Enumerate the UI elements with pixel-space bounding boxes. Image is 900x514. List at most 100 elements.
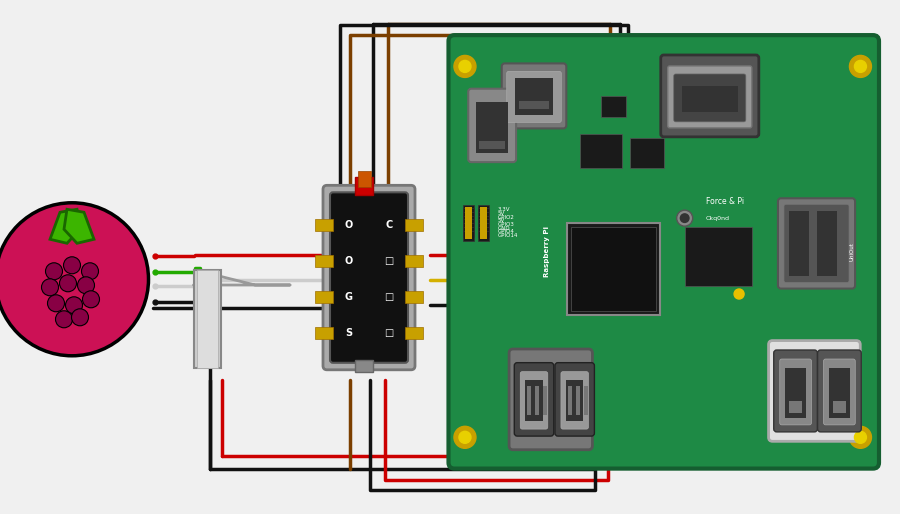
Text: GPIO4: GPIO4 <box>498 229 515 234</box>
Text: Raspberry Pi: Raspberry Pi <box>544 226 550 278</box>
Text: Force & Pi: Force & Pi <box>706 197 743 206</box>
Circle shape <box>59 275 76 292</box>
Bar <box>478 227 489 237</box>
Bar <box>478 212 489 222</box>
Bar <box>682 86 738 112</box>
Bar <box>480 225 487 231</box>
Bar <box>405 291 423 303</box>
Bar <box>463 223 474 233</box>
Bar <box>315 219 333 231</box>
Circle shape <box>71 309 88 326</box>
Bar <box>479 141 505 149</box>
Circle shape <box>680 213 689 223</box>
Bar <box>463 212 474 222</box>
Bar <box>526 380 543 421</box>
Bar <box>584 386 588 415</box>
Text: C: C <box>385 220 392 230</box>
Bar <box>480 218 487 224</box>
Circle shape <box>64 257 80 274</box>
Bar <box>478 219 489 229</box>
Bar <box>315 291 333 303</box>
Bar <box>463 208 474 218</box>
Bar <box>536 386 539 415</box>
Circle shape <box>82 263 98 280</box>
Text: S: S <box>346 328 353 339</box>
Bar <box>788 401 803 413</box>
FancyBboxPatch shape <box>509 349 592 450</box>
Bar <box>785 368 806 418</box>
Bar <box>315 327 333 339</box>
Circle shape <box>41 279 58 296</box>
Bar <box>580 134 622 168</box>
Bar <box>463 227 474 237</box>
Circle shape <box>48 295 65 312</box>
Bar <box>355 177 373 195</box>
Bar <box>405 327 423 339</box>
FancyBboxPatch shape <box>824 359 855 425</box>
Text: 3.3V: 3.3V <box>498 207 510 212</box>
Bar <box>196 270 218 368</box>
FancyBboxPatch shape <box>448 35 879 469</box>
FancyBboxPatch shape <box>468 89 516 162</box>
Bar <box>527 386 531 415</box>
Bar <box>465 225 472 231</box>
Bar <box>480 210 487 216</box>
Text: G: G <box>345 292 353 302</box>
Bar <box>465 232 472 238</box>
Circle shape <box>454 56 476 78</box>
Bar <box>465 218 472 224</box>
Bar <box>480 207 487 213</box>
Bar <box>476 102 508 153</box>
Text: O: O <box>345 220 353 230</box>
Bar <box>463 205 474 215</box>
Bar <box>566 380 583 421</box>
FancyBboxPatch shape <box>561 372 589 429</box>
Circle shape <box>850 426 871 448</box>
Bar <box>463 216 474 226</box>
Polygon shape <box>64 209 94 243</box>
FancyBboxPatch shape <box>501 63 566 128</box>
Text: GPIO3: GPIO3 <box>498 222 515 227</box>
FancyBboxPatch shape <box>779 359 812 425</box>
Bar <box>194 270 220 368</box>
Bar <box>465 210 472 216</box>
Bar <box>515 79 554 116</box>
Bar <box>518 101 549 109</box>
Bar <box>568 386 572 415</box>
FancyBboxPatch shape <box>323 186 415 370</box>
Bar <box>829 368 850 418</box>
Circle shape <box>454 426 476 448</box>
Bar <box>355 360 373 372</box>
Bar <box>544 386 547 415</box>
Bar <box>465 214 472 220</box>
Bar <box>480 222 487 228</box>
Bar <box>357 171 372 187</box>
Bar <box>478 205 489 215</box>
Bar <box>572 227 655 311</box>
FancyBboxPatch shape <box>514 363 554 436</box>
Text: UniOut: UniOut <box>850 243 855 261</box>
Bar <box>463 230 474 241</box>
Circle shape <box>850 56 871 78</box>
Text: 5V: 5V <box>498 218 505 223</box>
Bar <box>405 255 423 267</box>
Circle shape <box>734 289 744 299</box>
Bar <box>789 211 809 276</box>
Bar <box>478 223 489 233</box>
Bar <box>478 230 489 241</box>
FancyBboxPatch shape <box>668 66 751 128</box>
Text: GPIO2: GPIO2 <box>498 214 515 219</box>
FancyBboxPatch shape <box>330 192 408 363</box>
Bar <box>576 386 580 415</box>
FancyBboxPatch shape <box>817 350 861 432</box>
Circle shape <box>77 277 94 294</box>
Bar <box>480 229 487 235</box>
Circle shape <box>459 61 471 72</box>
Bar <box>630 138 664 168</box>
Text: O: O <box>345 256 353 266</box>
FancyBboxPatch shape <box>555 363 594 436</box>
Text: GPIO14: GPIO14 <box>498 233 518 238</box>
FancyBboxPatch shape <box>784 204 849 283</box>
FancyBboxPatch shape <box>661 55 759 137</box>
Bar <box>465 222 472 228</box>
